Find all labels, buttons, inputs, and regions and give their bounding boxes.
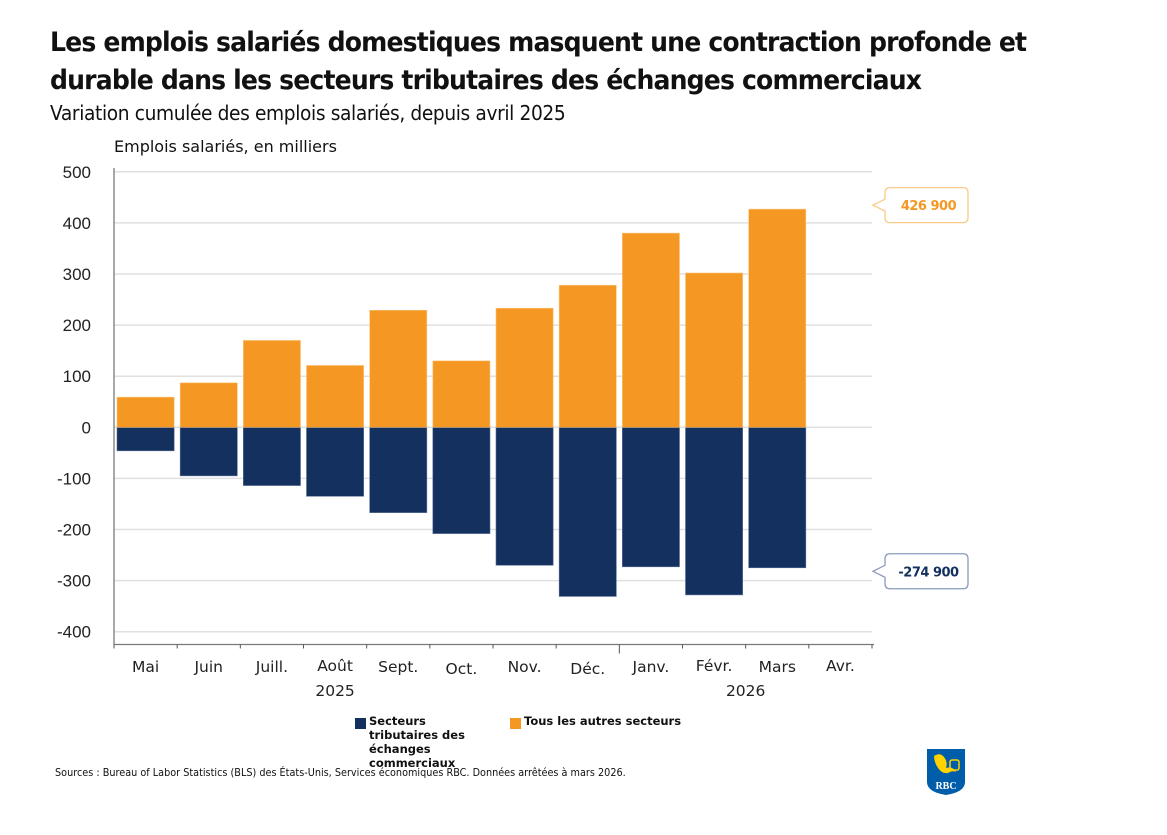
legend-swatch-navy <box>355 718 366 729</box>
bars <box>116 208 807 597</box>
bar-trade-sectors-0 <box>116 426 175 452</box>
callout-label-other-sectors: 426 900 <box>901 199 957 214</box>
callout-box <box>871 187 969 224</box>
x-tick-labels: Mai Juin Juill. Août Sept. Oct. Nov. Déc. Janv. F… <box>132 657 855 700</box>
bar-other-sectors-1 <box>179 382 238 428</box>
bar-other-sectors-4 <box>369 309 428 428</box>
x-tick-label: Avr. <box>826 657 855 675</box>
chart-subtitle: Variation cumulée des emplois salariés, … <box>50 101 566 125</box>
y-tick-label: 200 <box>63 316 91 335</box>
legend-swatch-orange <box>510 718 521 729</box>
bar-trade-sectors-6 <box>495 426 554 566</box>
legend-item-trade-sectors: Secteurs tributaires des échanges commer… <box>355 714 510 770</box>
gridlines <box>114 171 872 633</box>
axes <box>113 168 874 654</box>
y-tick-label: 400 <box>63 214 91 233</box>
callout-label-trade-sectors: -274 900 <box>898 565 959 580</box>
source-note: Sources : Bureau of Labor Statistics (BL… <box>55 766 626 779</box>
bar-trade-sectors-5 <box>432 426 491 534</box>
chart-title-line-2: durable dans les secteurs tributaires de… <box>50 65 922 96</box>
bar-trade-sectors-9 <box>685 426 743 596</box>
bar-trade-sectors-10 <box>748 426 807 569</box>
y-tick-label: -200 <box>57 521 91 540</box>
x-tick-label: Mai <box>132 658 159 676</box>
legend-item-other-sectors: Tous les autres secteurs <box>510 714 694 770</box>
annotations: 426 900 -274 900 <box>871 187 969 590</box>
x-tick-label: Sept. <box>378 658 418 676</box>
bar-trade-sectors-4 <box>369 426 428 513</box>
bar-trade-sectors-3 <box>306 426 364 497</box>
x-tick-label: Juin <box>193 658 223 676</box>
x-tick-label: Janv. <box>632 658 670 676</box>
bar-other-sectors-3 <box>306 365 364 428</box>
bar-trade-sectors-7 <box>558 426 617 597</box>
x-tick-label: Févr. <box>696 657 733 675</box>
rbc-logo: RBC <box>927 749 965 795</box>
rbc-logo-text: RBC <box>935 781 956 792</box>
y-tick-label: 500 <box>63 163 91 182</box>
bar-other-sectors-8 <box>622 232 680 428</box>
bar-trade-sectors-8 <box>622 426 680 568</box>
y-tick-label: 100 <box>63 367 91 386</box>
year-label-2025: 2025 <box>315 682 354 700</box>
x-tick-label: Mars <box>759 658 796 676</box>
bar-other-sectors-2 <box>243 340 301 428</box>
bar-other-sectors-9 <box>685 272 743 428</box>
year-label-2026: 2026 <box>726 682 765 700</box>
y-tick-label: -100 <box>57 469 91 488</box>
bar-other-sectors-0 <box>116 396 175 428</box>
bar-trade-sectors-2 <box>243 426 301 486</box>
bar-other-sectors-6 <box>495 307 554 428</box>
bar-other-sectors-10 <box>748 208 807 428</box>
bar-other-sectors-7 <box>558 284 617 428</box>
bar-trade-sectors-1 <box>179 426 238 477</box>
y-tick-labels: 500 400 300 200 100 0 -100 -200 -300 -400 <box>57 163 91 642</box>
chart-title-line-1: Les emplois salariés domestiques masquen… <box>50 27 1027 58</box>
y-tick-label: 300 <box>63 265 91 284</box>
legend-label: Secteurs tributaires des échanges commer… <box>369 714 465 770</box>
y-tick-label: -300 <box>57 572 91 591</box>
bar-other-sectors-5 <box>432 360 491 428</box>
x-tick-label: Déc. <box>570 660 605 678</box>
rbc-globe-icon <box>949 759 960 771</box>
x-tick-label: Juill. <box>255 658 288 676</box>
x-tick-label: Nov. <box>508 658 542 676</box>
y-axis-label: Emplois salariés, en milliers <box>114 137 337 156</box>
y-tick-label: -400 <box>57 623 91 642</box>
legend-label: Tous les autres secteurs <box>524 714 682 728</box>
callout-box <box>871 553 969 590</box>
y-tick-label: 0 <box>82 418 91 437</box>
x-tick-label: Août <box>317 657 353 675</box>
legend: Secteurs tributaires des échanges commer… <box>355 714 694 770</box>
chart-title: Les emplois salariés domestiques masquen… <box>50 24 1082 100</box>
x-tick-label: Oct. <box>446 660 478 678</box>
